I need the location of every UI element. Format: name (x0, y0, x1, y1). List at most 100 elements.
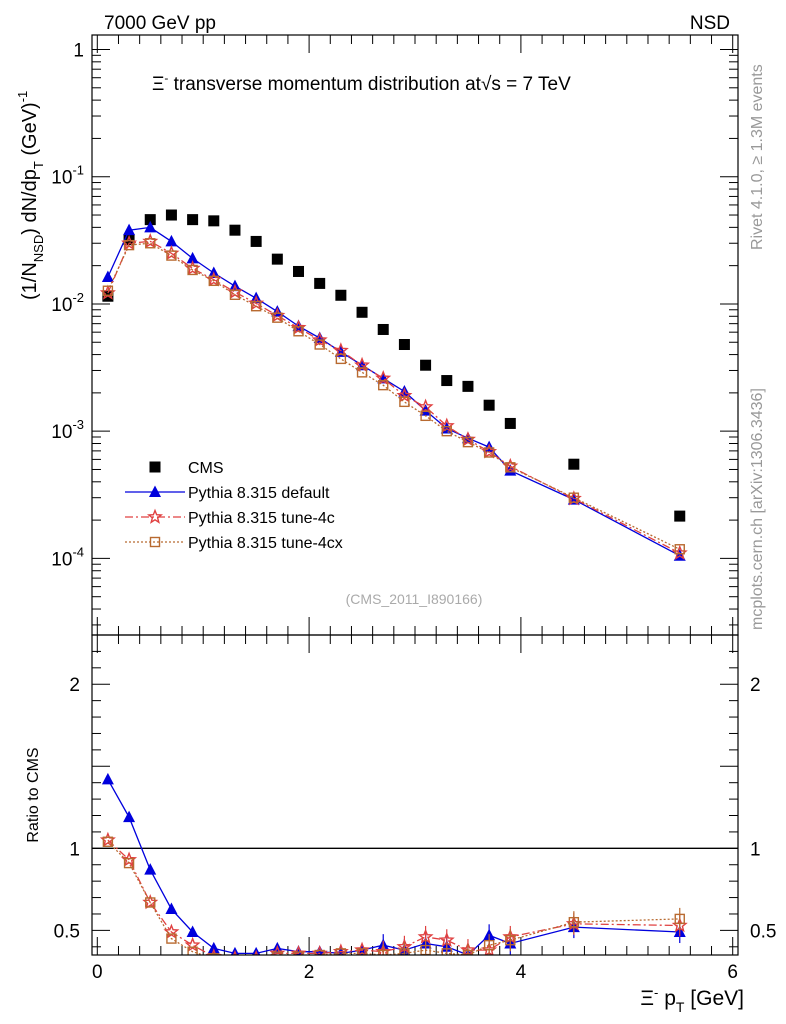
ratio-point (229, 954, 241, 955)
ratio-point (269, 944, 286, 955)
mcplots-label: mcplots.cern.ch [arXiv:1306.3436] (749, 388, 766, 630)
ratio-point (186, 925, 199, 938)
rivet-label: Rivet 4.1.0, ≥ 1.3M events (749, 64, 766, 250)
legend-label: Pythia 8.315 default (188, 485, 330, 502)
legend-marker (146, 508, 164, 524)
ratio-y-tick-label-right: 1 (750, 839, 761, 860)
energy-label: 7000 GeV pp (104, 13, 216, 34)
ratio-y-tick-label-right: 2 (750, 675, 761, 696)
series-line (107, 226, 681, 557)
ratio-point (462, 949, 474, 955)
legend-item: CMS (149, 460, 224, 477)
data-point (102, 285, 114, 296)
ratio-line (107, 841, 680, 955)
series-line (107, 240, 681, 554)
main-y-tick-label: 10-2 (51, 290, 84, 316)
data-point (332, 342, 349, 358)
legend-label: CMS (188, 460, 224, 477)
data-point (377, 323, 389, 335)
data-point (505, 462, 516, 473)
ratio-series-2 (99, 831, 688, 955)
x-axis-label: Ξ- pT [GeV] (640, 985, 744, 1015)
ratio-point (102, 836, 114, 847)
ratio-axis-ticks: 0 2 4 6 0.5 0.5 1 1 2 2 (54, 634, 776, 983)
data-point (293, 326, 304, 337)
data-point (165, 209, 177, 221)
data-point (356, 306, 368, 318)
data-point (144, 220, 157, 233)
ratio-y-tick-label: 0.5 (54, 921, 80, 942)
data-point (145, 238, 156, 249)
ratio-point (314, 949, 325, 955)
data-point (441, 375, 453, 387)
data-point (250, 235, 262, 247)
ratio-point (272, 951, 283, 955)
chart-title: Ξ- transverse momentum distribution at√s… (152, 71, 571, 95)
data-point (229, 224, 241, 236)
data-point (504, 417, 516, 429)
data-point (483, 447, 495, 458)
data-point (396, 387, 413, 403)
data-point (335, 353, 347, 365)
ratio-point (145, 897, 156, 908)
ratio-point (184, 936, 201, 952)
main-y-axis-label: (1/NNSD) dN/dpT (GeV)-1 (15, 91, 46, 300)
ratio-point (144, 863, 157, 875)
series-0 (102, 209, 686, 522)
data-point (462, 436, 474, 448)
legend-item: Pythia 8.315 tune-4cx (125, 535, 343, 552)
ratio-point (163, 923, 180, 939)
data-point (271, 253, 283, 265)
ratio-point (356, 948, 368, 955)
series-3 (102, 238, 685, 555)
ratio-point (165, 902, 178, 915)
x-tick-label: 2 (304, 962, 315, 983)
data-point (356, 367, 368, 378)
data-point (166, 250, 177, 261)
x-tick-label: 0 (92, 962, 103, 983)
main-plot-area (99, 209, 688, 561)
data-point (420, 410, 431, 422)
data-point (144, 214, 156, 226)
data-point (417, 398, 434, 414)
process-label: NSD (690, 13, 730, 34)
ratio-point (208, 953, 219, 955)
data-point (208, 275, 219, 287)
series-line (107, 242, 681, 550)
data-point (398, 339, 410, 351)
data-point (462, 380, 474, 392)
data-point (311, 331, 328, 347)
legend-label: Pythia 8.315 tune-4c (188, 510, 335, 527)
data-point (208, 215, 220, 227)
data-point (250, 301, 262, 312)
data-point (293, 265, 305, 277)
ratio-y-tick-label: 2 (69, 675, 80, 696)
main-y-tick-label: 10-3 (51, 417, 84, 443)
ratio-point (378, 949, 389, 955)
data-point (186, 251, 199, 264)
data-point (335, 289, 347, 301)
ratio-point (293, 951, 304, 955)
x-tick-label: 4 (516, 962, 527, 983)
legend-marker (149, 461, 161, 473)
data-point (420, 359, 432, 371)
ratio-point (399, 948, 410, 955)
ratio-y-tick-label: 1 (69, 839, 80, 860)
ratio-y-axis-label: Ratio to CMS (25, 747, 42, 842)
ratio-point (123, 810, 136, 823)
data-point (187, 214, 199, 226)
ratio-point (483, 939, 495, 951)
data-point (123, 223, 136, 236)
legend-label: Pythia 8.315 tune-4cx (188, 535, 343, 552)
ratio-point (441, 948, 452, 955)
ratio-point (335, 948, 347, 955)
data-point (101, 270, 114, 282)
data-point (123, 239, 135, 251)
data-point (187, 264, 198, 276)
data-point (674, 510, 686, 522)
data-point (272, 312, 283, 323)
main-y-tick-label: 10-1 (51, 163, 84, 189)
data-point (441, 425, 452, 437)
analysis-id: (CMS_2011_I890166) (346, 591, 483, 607)
